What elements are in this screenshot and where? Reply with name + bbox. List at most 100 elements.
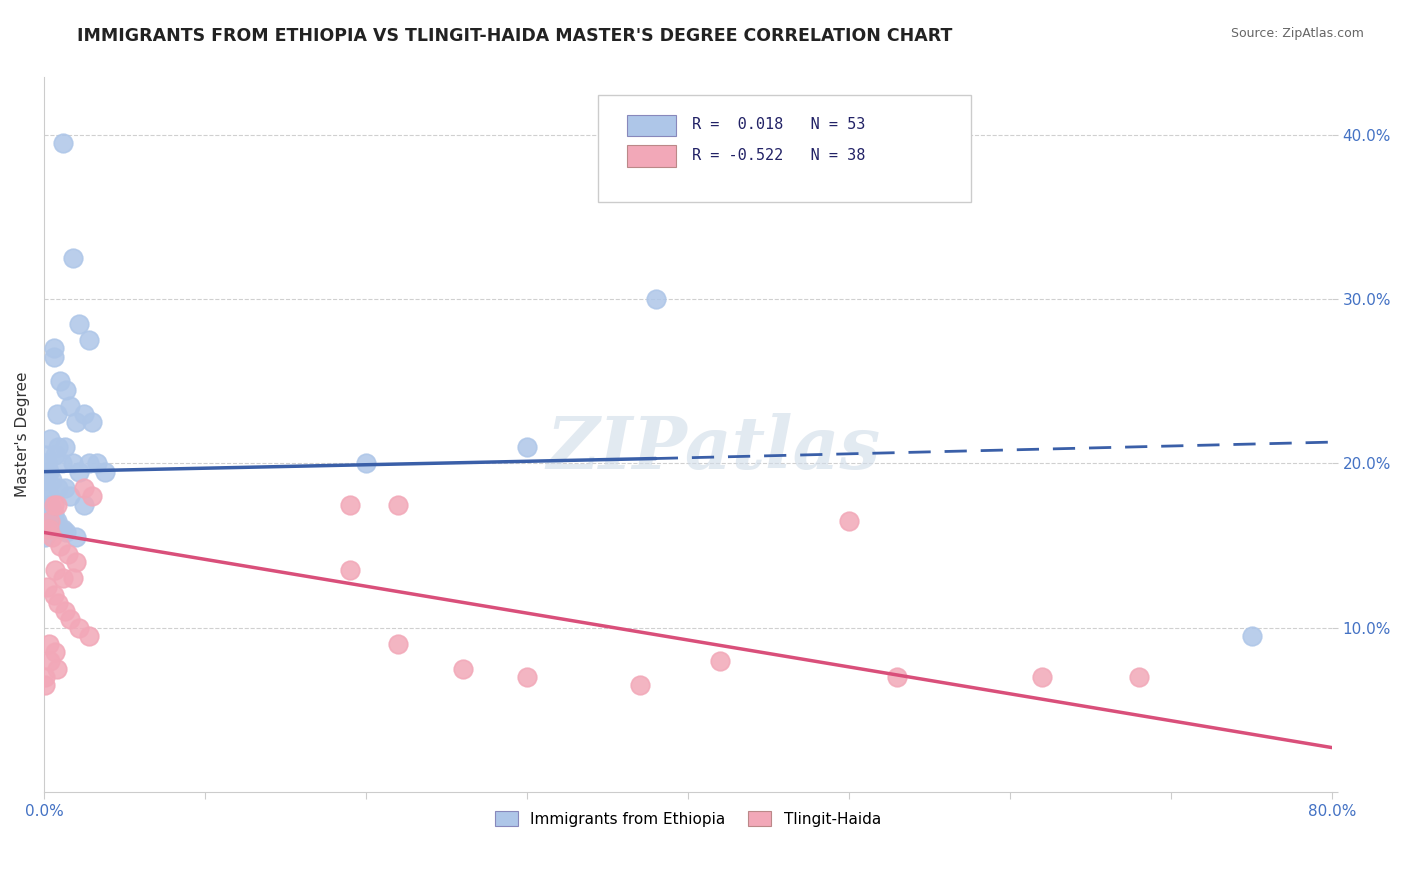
Text: ZIPatlas: ZIPatlas [547,414,880,484]
Point [37,457,59,471]
Point [644,292,666,306]
Point [39,432,62,446]
Point [77,457,100,471]
Point [48,440,70,454]
Text: Source: ZipAtlas.com: Source: ZipAtlas.com [1230,27,1364,40]
Point [77,333,100,347]
Point [38,489,60,503]
Point [38,465,60,479]
Point [886,670,908,684]
Point [39,498,62,512]
Point [339,563,361,577]
Point [82,416,104,430]
Point [42,506,65,520]
Point [55,383,77,397]
Point [49,374,72,388]
Point [387,637,409,651]
Point [73,481,96,495]
Point [34,448,56,462]
Point [62,571,84,585]
Point [51,457,73,471]
Point [77,629,100,643]
Point [45,514,67,528]
Point [354,457,377,471]
Point [516,670,538,684]
Point [37,481,59,495]
Point [44,448,66,462]
Point [94,465,117,479]
Point [42,498,65,512]
Point [56,547,79,561]
Point [38,637,60,651]
Point [62,457,84,471]
Point [1031,670,1053,684]
Point [34,514,56,528]
Point [49,522,72,536]
Point [67,621,90,635]
Point [451,662,474,676]
Point [59,489,82,503]
Point [53,604,76,618]
Point [45,662,67,676]
FancyBboxPatch shape [598,95,972,202]
Point [516,440,538,454]
Point [339,498,361,512]
Point [42,342,65,356]
Point [73,407,96,421]
Point [1128,670,1150,684]
Point [37,522,59,536]
Point [45,407,67,421]
Point [48,481,70,495]
Point [34,678,56,692]
Point [52,571,75,585]
Point [52,522,75,536]
Point [86,457,108,471]
Text: R = -0.522   N = 38: R = -0.522 N = 38 [692,148,865,163]
Point [38,522,60,536]
Point [1240,629,1263,643]
Point [49,539,72,553]
Point [709,654,731,668]
Point [628,678,651,692]
Point [52,136,75,150]
Point [34,670,56,684]
Point [39,498,62,512]
Point [67,317,90,331]
Point [62,251,84,265]
Point [37,580,59,594]
Y-axis label: Master's Degree: Master's Degree [15,372,30,498]
Point [41,506,63,520]
Point [44,514,66,528]
Point [53,481,76,495]
Point [39,514,62,528]
Point [42,350,65,364]
Point [48,596,70,610]
Legend: Immigrants from Ethiopia, Tlingit-Haida: Immigrants from Ethiopia, Tlingit-Haida [488,803,889,834]
Point [44,563,66,577]
Point [41,530,63,544]
Point [41,473,63,487]
Point [387,498,409,512]
Point [73,498,96,512]
FancyBboxPatch shape [627,145,676,167]
Point [59,399,82,413]
Point [45,498,67,512]
Point [838,514,860,528]
Point [65,555,87,569]
Point [53,440,76,454]
Point [34,473,56,487]
Point [65,530,87,544]
Point [44,645,66,659]
Point [65,416,87,430]
Text: R =  0.018   N = 53: R = 0.018 N = 53 [692,117,865,132]
Point [59,612,82,626]
Point [37,506,59,520]
Point [67,465,90,479]
Text: IMMIGRANTS FROM ETHIOPIA VS TLINGIT-HAIDA MASTER'S DEGREE CORRELATION CHART: IMMIGRANTS FROM ETHIOPIA VS TLINGIT-HAID… [77,27,953,45]
Point [55,525,77,540]
Point [34,530,56,544]
Point [82,489,104,503]
FancyBboxPatch shape [627,114,676,136]
Point [42,588,65,602]
Point [38,465,60,479]
